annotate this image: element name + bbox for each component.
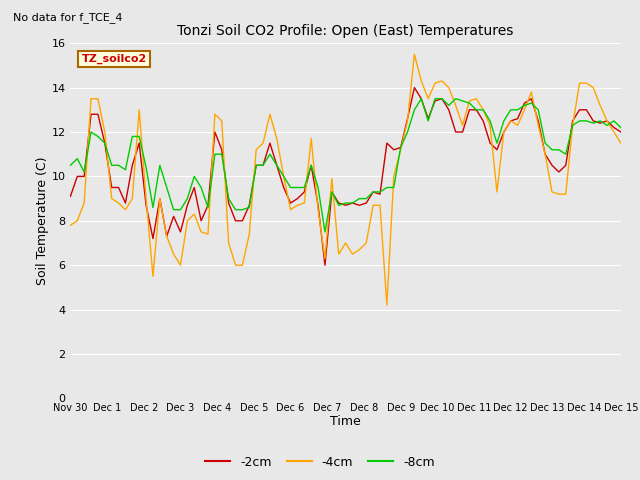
Text: TZ_soilco2: TZ_soilco2 [81, 54, 147, 64]
Y-axis label: Soil Temperature (C): Soil Temperature (C) [36, 156, 49, 285]
X-axis label: Time: Time [330, 415, 361, 428]
Title: Tonzi Soil CO2 Profile: Open (East) Temperatures: Tonzi Soil CO2 Profile: Open (East) Temp… [177, 24, 514, 38]
Text: No data for f_TCE_4: No data for f_TCE_4 [13, 12, 122, 23]
Legend: -2cm, -4cm, -8cm: -2cm, -4cm, -8cm [200, 451, 440, 474]
